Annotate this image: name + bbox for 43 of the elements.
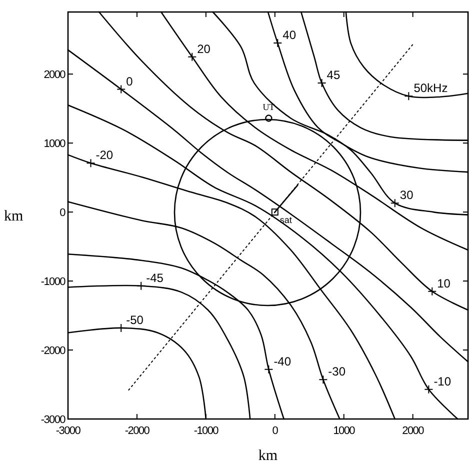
point bbox=[318, 375, 328, 384]
point bbox=[273, 38, 282, 48]
series-label: UT bbox=[262, 102, 276, 112]
point bbox=[86, 158, 96, 168]
point bbox=[390, 198, 400, 208]
point bbox=[317, 78, 326, 88]
annotation: 30 bbox=[400, 188, 414, 202]
annotation: -10 bbox=[434, 374, 452, 388]
x-tick-label: -2000 bbox=[124, 425, 150, 437]
point bbox=[265, 114, 272, 122]
point bbox=[136, 281, 146, 290]
y-tick-label: 0 bbox=[60, 207, 66, 220]
annotation: 45 bbox=[326, 68, 340, 82]
point bbox=[264, 364, 274, 374]
x-axis-title: km bbox=[258, 448, 278, 464]
annotation: -45 bbox=[146, 270, 164, 285]
annotation: 20 bbox=[197, 42, 211, 56]
y-axis-title: km bbox=[4, 208, 24, 224]
x-tick-label: 1000 bbox=[333, 425, 356, 437]
y-tick-label: 1000 bbox=[44, 138, 66, 150]
x-tick-label: 2000 bbox=[402, 425, 424, 437]
y-tick-label: 2000 bbox=[44, 69, 66, 82]
point bbox=[424, 384, 434, 394]
y-tick-label: -3000 bbox=[40, 414, 66, 426]
point bbox=[428, 286, 437, 296]
annotation: -30 bbox=[328, 364, 346, 379]
series-label: sat bbox=[280, 215, 292, 226]
annotation: 50kHz bbox=[414, 81, 448, 96]
y-tick-label: -2000 bbox=[40, 345, 66, 358]
annotation: -40 bbox=[274, 354, 292, 368]
point bbox=[116, 84, 126, 94]
point bbox=[271, 208, 278, 216]
annotation: 0 bbox=[126, 74, 134, 88]
x-tick-label: -3000 bbox=[56, 425, 81, 437]
point bbox=[188, 52, 197, 62]
annotation: -20 bbox=[96, 148, 114, 162]
point bbox=[404, 92, 414, 101]
annotation: -50 bbox=[126, 312, 144, 327]
x-tick-label: 0 bbox=[272, 425, 278, 437]
annotation: 10 bbox=[437, 276, 451, 290]
y-tick-label: -1000 bbox=[40, 276, 66, 288]
x-tick-label: -1000 bbox=[194, 425, 219, 437]
annotation: 40 bbox=[282, 28, 296, 42]
